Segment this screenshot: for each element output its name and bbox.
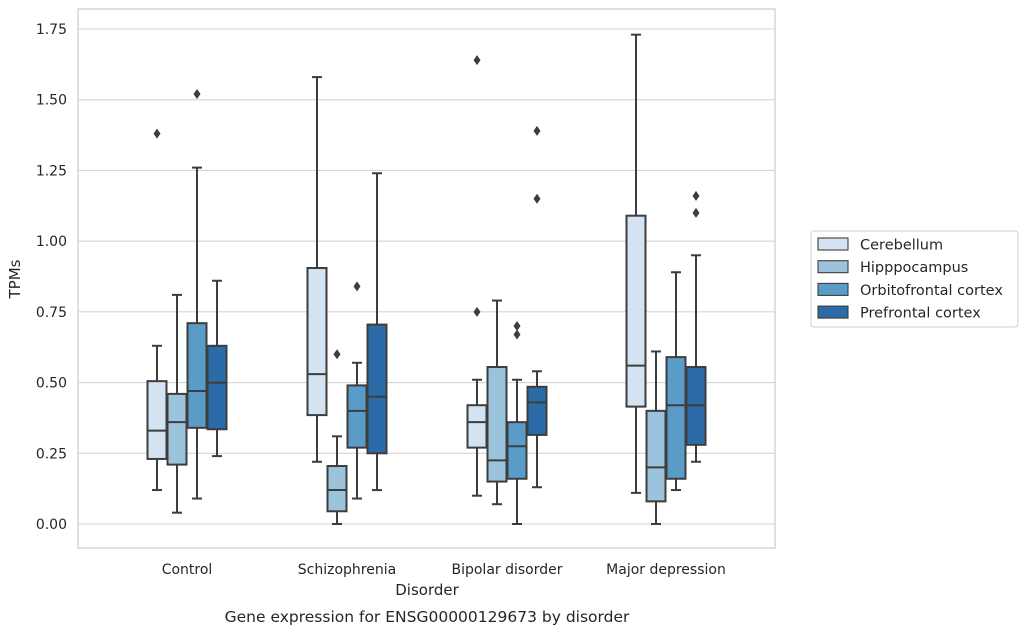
outlier-point	[473, 55, 481, 66]
y-tick-label: 0.25	[36, 446, 67, 462]
y-tick-label: 1.50	[36, 93, 67, 109]
box-iqr	[326, 465, 348, 513]
y-axis-title: TPMs	[6, 259, 24, 299]
box-iqr	[625, 214, 647, 408]
x-tick-label: Schizophrenia	[298, 562, 396, 578]
y-tick-label: 0.50	[36, 376, 67, 392]
legend: Cerebellum Hipppocampus Orbitofrontal cort…	[810, 230, 1019, 328]
series-orbitofrontal-cortex	[186, 89, 687, 525]
box-iqr	[166, 392, 188, 466]
box-iqr	[506, 421, 528, 480]
outlier-point	[513, 321, 521, 331]
legend-swatch	[817, 305, 849, 319]
x-tick-label: Control	[162, 562, 213, 578]
outlier-point	[473, 306, 481, 317]
x-tick-label: Major depression	[606, 562, 726, 578]
box-group	[665, 271, 687, 492]
outlier-point	[333, 349, 341, 360]
box-group	[486, 299, 508, 506]
x-axis-ticks: Control Schizophrenia Bipolar disorder Majo…	[162, 562, 726, 578]
box-group	[306, 76, 328, 463]
box-group	[166, 293, 188, 514]
box-iqr	[526, 385, 548, 436]
box-group	[326, 349, 348, 525]
box-group	[685, 190, 707, 463]
y-tick-label: 0.00	[36, 517, 67, 533]
y-tick-label: 1.75	[36, 22, 67, 38]
plot-frame	[77, 8, 776, 549]
series-hipppocampus	[166, 293, 667, 525]
x-axis-title: Disorder	[395, 581, 459, 599]
legend-label: Cerebellum	[860, 238, 943, 254]
box-group	[146, 128, 168, 492]
box-iqr	[486, 366, 508, 483]
box-iqr	[306, 267, 328, 417]
y-tick-label: 1.25	[36, 163, 67, 179]
box-series	[146, 33, 707, 525]
chart-caption: Gene expression for ENSG00000129673 by d…	[225, 608, 630, 626]
outlier-point	[533, 125, 541, 136]
legend-label: Hipppocampus	[860, 260, 968, 276]
box-iqr	[665, 356, 687, 480]
outlier-point	[193, 89, 201, 100]
box-iqr	[346, 384, 368, 449]
box-iqr	[146, 380, 168, 460]
legend-frame	[810, 230, 1019, 328]
box-iqr	[186, 322, 208, 429]
box-group	[466, 55, 488, 497]
outlier-point	[533, 193, 541, 204]
outlier-point	[153, 128, 161, 139]
box-iqr	[366, 323, 388, 455]
y-axis-ticks: 0.00 0.25 0.50 0.75 1.00 1.25 1.50 1.75	[36, 22, 67, 533]
box-group	[526, 125, 548, 489]
box-group	[186, 89, 208, 500]
box-group	[506, 321, 528, 525]
y-tick-label: 0.75	[36, 305, 67, 321]
box-group	[346, 281, 368, 500]
box-group	[206, 279, 228, 458]
legend-item: Prefrontal cortex	[817, 305, 981, 322]
legend-swatch	[817, 260, 849, 274]
legend-item: Cerebellum	[817, 237, 943, 254]
outlier-point	[513, 329, 521, 340]
box-group	[645, 350, 667, 525]
box-group	[366, 172, 388, 492]
legend-label: Orbitofrontal cortex	[860, 283, 1003, 299]
x-tick-label: Bipolar disorder	[451, 562, 562, 578]
outlier-point	[692, 190, 700, 201]
box-iqr	[466, 404, 488, 449]
legend-item: Hipppocampus	[817, 260, 968, 276]
box-group	[625, 33, 647, 494]
outlier-point	[692, 207, 700, 218]
series-prefrontal-cortex	[206, 125, 707, 492]
box-iqr	[206, 344, 228, 431]
y-tick-label: 1.00	[36, 234, 67, 250]
legend-item: Orbitofrontal cortex	[817, 282, 1003, 299]
series-cerebellum	[146, 33, 647, 497]
legend-swatch	[817, 282, 849, 296]
legend-swatch	[817, 237, 849, 251]
box-iqr	[645, 409, 667, 503]
outlier-point	[353, 281, 361, 292]
legend-label: Prefrontal cortex	[860, 306, 981, 322]
